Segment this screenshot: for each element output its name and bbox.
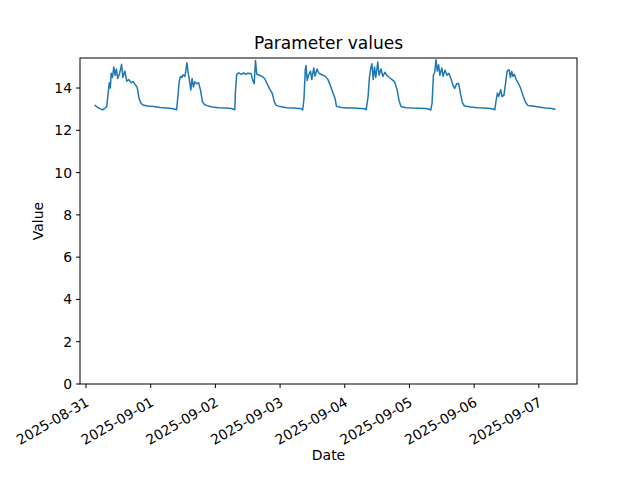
chart-figure: 024681012142025-08-312025-09-012025-09-0…	[0, 0, 640, 480]
y-tick-label: 12	[54, 122, 72, 138]
x-tick-label: 2025-09-02	[143, 394, 221, 448]
data-line	[95, 60, 555, 110]
y-tick-label: 6	[63, 249, 72, 265]
y-tick-label: 0	[63, 376, 72, 392]
x-tick-label: 2025-09-07	[466, 394, 544, 448]
chart-title: Parameter values	[80, 33, 577, 53]
y-tick-label: 14	[54, 80, 72, 96]
y-tick-label: 2	[63, 334, 72, 350]
x-tick-label: 2025-09-06	[402, 394, 480, 448]
x-tick-label: 2025-09-04	[272, 394, 350, 448]
x-tick-label: 2025-09-03	[208, 394, 286, 448]
x-tick-label: 2025-08-31	[14, 394, 92, 448]
x-tick-label: 2025-09-05	[337, 394, 415, 448]
plot-canvas: 024681012142025-08-312025-09-012025-09-0…	[0, 0, 640, 480]
y-tick-label: 10	[54, 165, 72, 181]
y-axis-label: Value	[30, 202, 46, 240]
x-axis-label: Date	[80, 447, 577, 463]
x-tick-label: 2025-09-01	[78, 394, 156, 448]
y-tick-label: 4	[63, 291, 72, 307]
y-tick-label: 8	[63, 207, 72, 223]
